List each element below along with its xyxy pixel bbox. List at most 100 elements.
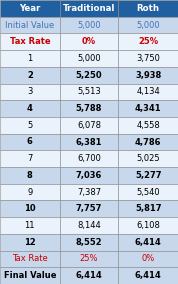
Bar	[118, 34, 178, 50]
Bar	[118, 0, 178, 17]
Text: 25%: 25%	[138, 37, 158, 46]
Bar	[118, 117, 178, 134]
Bar	[60, 184, 118, 201]
Bar	[118, 184, 178, 201]
Bar	[118, 83, 178, 100]
Bar	[118, 67, 178, 83]
Text: 5,000: 5,000	[136, 20, 160, 30]
Text: 5,513: 5,513	[77, 87, 101, 96]
Text: 7,757: 7,757	[76, 204, 102, 213]
Bar	[0, 134, 60, 150]
Text: 0%: 0%	[142, 254, 155, 264]
Text: Final Value: Final Value	[4, 271, 56, 280]
Text: 5,817: 5,817	[135, 204, 161, 213]
Text: 3,938: 3,938	[135, 71, 161, 80]
Bar	[60, 201, 118, 217]
Text: 8: 8	[27, 171, 33, 180]
Text: 5,000: 5,000	[77, 54, 101, 63]
Bar	[0, 17, 60, 34]
Text: 6,414: 6,414	[135, 238, 162, 247]
Text: 6,414: 6,414	[135, 271, 162, 280]
Text: 6,381: 6,381	[76, 137, 102, 147]
Bar	[60, 34, 118, 50]
Bar	[60, 50, 118, 67]
Bar	[0, 184, 60, 201]
Bar	[118, 17, 178, 34]
Text: 4: 4	[27, 104, 33, 113]
Bar	[0, 217, 60, 234]
Text: 10: 10	[24, 204, 36, 213]
Text: 9: 9	[27, 188, 32, 197]
Bar	[60, 150, 118, 167]
Text: 12: 12	[24, 238, 36, 247]
Text: 7: 7	[27, 154, 33, 163]
Bar	[60, 83, 118, 100]
Text: 25%: 25%	[80, 254, 98, 264]
Bar	[0, 67, 60, 83]
Bar	[0, 50, 60, 67]
Bar	[118, 134, 178, 150]
Text: 5,025: 5,025	[136, 154, 160, 163]
Bar	[118, 50, 178, 67]
Bar	[118, 150, 178, 167]
Bar	[60, 134, 118, 150]
Bar	[0, 100, 60, 117]
Text: 2: 2	[27, 71, 33, 80]
Text: 4,558: 4,558	[136, 121, 160, 130]
Text: 5,277: 5,277	[135, 171, 161, 180]
Bar	[0, 34, 60, 50]
Bar	[0, 150, 60, 167]
Bar	[0, 201, 60, 217]
Text: Tax Rate: Tax Rate	[9, 37, 50, 46]
Text: Initial Value: Initial Value	[5, 20, 54, 30]
Bar	[118, 100, 178, 117]
Bar	[60, 117, 118, 134]
Bar	[118, 167, 178, 184]
Bar	[60, 100, 118, 117]
Text: 7,036: 7,036	[76, 171, 102, 180]
Text: 7,387: 7,387	[77, 188, 101, 197]
Bar	[60, 0, 118, 17]
Bar	[118, 250, 178, 267]
Bar	[0, 0, 60, 17]
Bar	[60, 67, 118, 83]
Bar	[0, 167, 60, 184]
Bar	[60, 167, 118, 184]
Text: 5,788: 5,788	[76, 104, 102, 113]
Bar	[60, 17, 118, 34]
Bar	[60, 217, 118, 234]
Text: 6,700: 6,700	[77, 154, 101, 163]
Bar	[0, 83, 60, 100]
Text: 4,786: 4,786	[135, 137, 161, 147]
Text: 6,414: 6,414	[76, 271, 102, 280]
Text: 5,540: 5,540	[136, 188, 160, 197]
Bar	[118, 267, 178, 284]
Text: Year: Year	[19, 4, 41, 13]
Text: Traditional: Traditional	[63, 4, 115, 13]
Text: 3,750: 3,750	[136, 54, 160, 63]
Text: 6,108: 6,108	[136, 221, 160, 230]
Text: 3: 3	[27, 87, 33, 96]
Text: Roth: Roth	[137, 4, 160, 13]
Text: 4,134: 4,134	[136, 87, 160, 96]
Bar	[0, 267, 60, 284]
Bar	[60, 234, 118, 250]
Text: 8,144: 8,144	[77, 221, 101, 230]
Text: Tax Rate: Tax Rate	[12, 254, 48, 264]
Text: 11: 11	[25, 221, 35, 230]
Text: 6: 6	[27, 137, 33, 147]
Text: 5: 5	[27, 121, 32, 130]
Text: 4,341: 4,341	[135, 104, 161, 113]
Bar	[0, 234, 60, 250]
Text: 1: 1	[27, 54, 32, 63]
Text: 6,078: 6,078	[77, 121, 101, 130]
Text: 5,000: 5,000	[77, 20, 101, 30]
Text: 0%: 0%	[82, 37, 96, 46]
Text: 5,250: 5,250	[76, 71, 102, 80]
Bar	[118, 217, 178, 234]
Bar	[60, 267, 118, 284]
Bar	[60, 250, 118, 267]
Bar	[118, 201, 178, 217]
Bar	[0, 117, 60, 134]
Bar	[118, 234, 178, 250]
